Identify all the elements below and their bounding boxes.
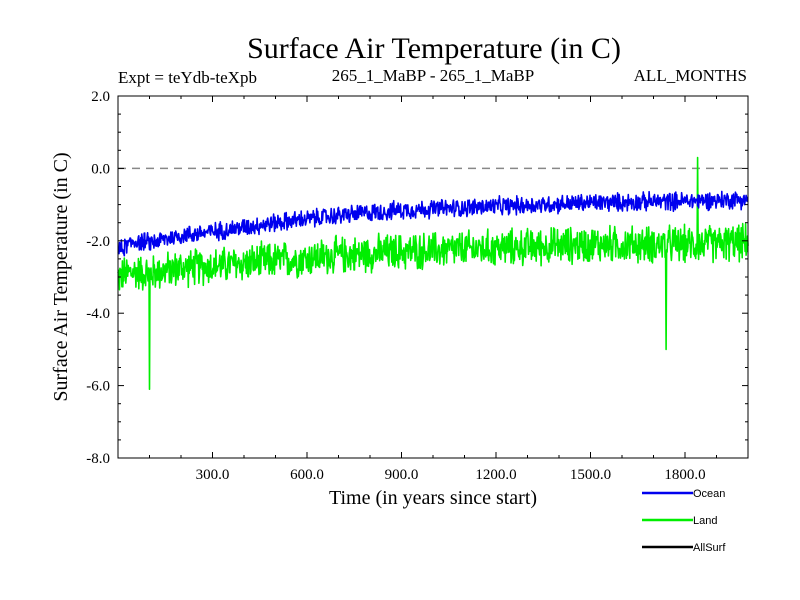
legend: Ocean Land AllSurf bbox=[642, 488, 726, 554]
series-ocean-line bbox=[117, 190, 749, 257]
plot-area bbox=[117, 156, 749, 390]
x-tick-label: 1800.0 bbox=[664, 467, 705, 483]
x-tick-label: 600.0 bbox=[290, 467, 324, 483]
legend-label-land: Land bbox=[693, 515, 717, 527]
experiment-label: Expt = teYdb-teXpb bbox=[118, 68, 257, 87]
legend-label-ocean: Ocean bbox=[693, 488, 725, 500]
months-label: ALL_MONTHS bbox=[634, 66, 747, 85]
y-tick-label: 2.0 bbox=[91, 89, 110, 105]
y-tick-label: -4.0 bbox=[86, 306, 110, 322]
y-tick-label: -6.0 bbox=[86, 379, 110, 395]
x-axis-label: Time (in years since start) bbox=[329, 487, 537, 509]
y-tick-label: 0.0 bbox=[91, 161, 110, 177]
y-axis-label: Surface Air Temperature (in C) bbox=[50, 152, 72, 401]
legend-label-allsurf: AllSurf bbox=[693, 542, 726, 554]
y-tick-label: -2.0 bbox=[86, 234, 110, 250]
comparison-label: 265_1_MaBP - 265_1_MaBP bbox=[332, 66, 534, 85]
y-axis: -8.0 -6.0 -4.0 -2.0 0.0 2.0 bbox=[86, 89, 748, 467]
x-tick-label: 900.0 bbox=[385, 467, 419, 483]
x-axis: 300.0 600.0 900.0 1200.0 1500.0 1800.0 bbox=[149, 96, 717, 483]
x-tick-label: 1200.0 bbox=[475, 467, 516, 483]
series-land-line bbox=[117, 156, 749, 390]
chart-title: Surface Air Temperature (in C) bbox=[247, 32, 621, 65]
x-tick-label: 1500.0 bbox=[570, 467, 611, 483]
x-tick-label: 300.0 bbox=[196, 467, 230, 483]
y-tick-label: -8.0 bbox=[86, 451, 110, 467]
